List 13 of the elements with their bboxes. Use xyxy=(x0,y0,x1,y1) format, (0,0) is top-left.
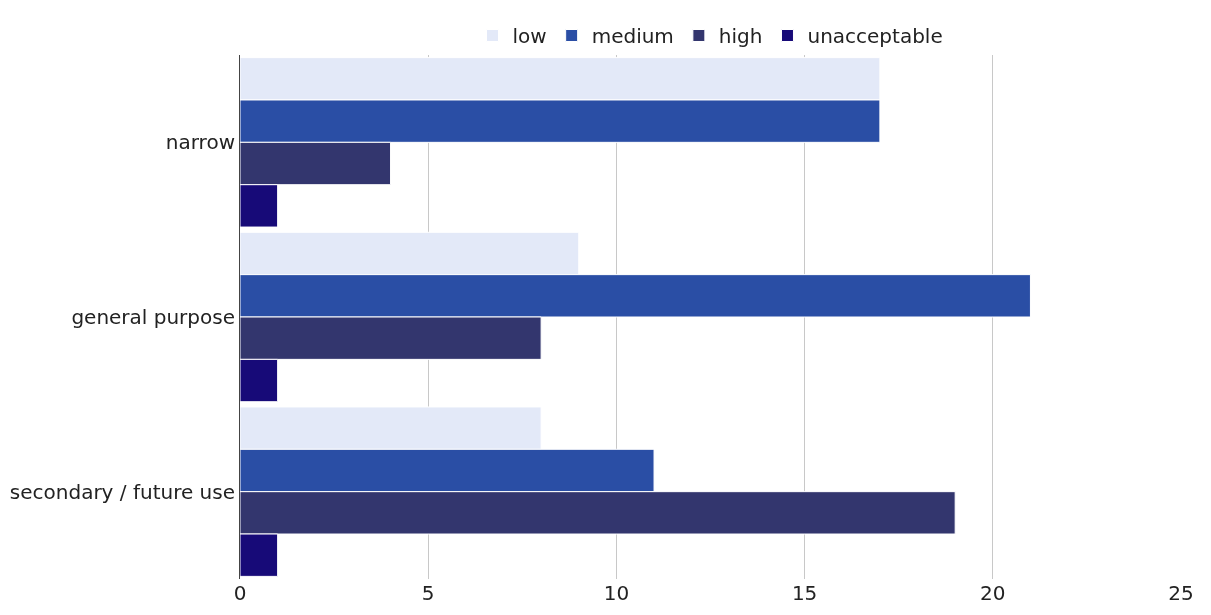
y-tick-label: narrow xyxy=(165,130,235,155)
x-tick-label: 5 xyxy=(421,581,435,605)
legend-label: high xyxy=(718,24,763,49)
x-tick-label: 15 xyxy=(791,581,818,605)
y-tick-label: general purpose xyxy=(71,305,235,329)
y-tick-label: secondary / future use xyxy=(9,479,235,504)
x-tick-label: 20 xyxy=(980,581,1006,605)
legend-label: unacceptable xyxy=(807,24,943,49)
legend-label: medium xyxy=(591,24,674,49)
x-tick-label: 0 xyxy=(233,581,247,605)
x-tick-label: 25 xyxy=(1168,581,1194,605)
x-tick-label: 10 xyxy=(603,581,630,605)
legend-label: low xyxy=(512,24,547,49)
